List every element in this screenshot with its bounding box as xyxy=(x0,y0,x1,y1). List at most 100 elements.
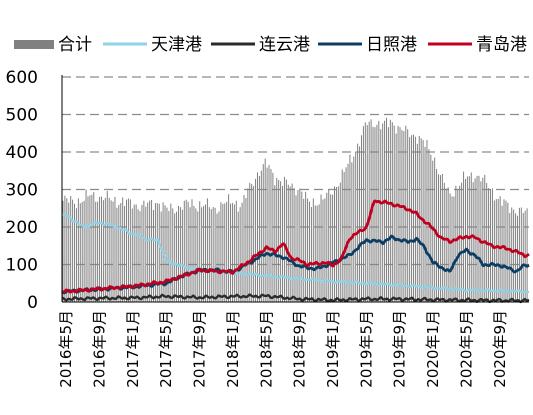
bar xyxy=(204,204,206,302)
bar xyxy=(360,135,362,302)
bar xyxy=(104,197,106,302)
bar xyxy=(516,215,518,302)
bar xyxy=(118,204,120,302)
bar xyxy=(395,133,397,302)
bar xyxy=(416,143,418,302)
bar xyxy=(522,212,524,302)
bar xyxy=(291,183,293,302)
y-tick-label: 500 xyxy=(6,106,38,126)
bar xyxy=(264,158,266,302)
bar xyxy=(235,200,237,302)
bar xyxy=(260,170,262,302)
bar xyxy=(364,122,366,302)
bar xyxy=(166,207,168,302)
bar xyxy=(451,196,453,302)
bar xyxy=(172,208,174,302)
series-line xyxy=(61,293,530,304)
bar xyxy=(168,211,170,302)
bar xyxy=(197,211,199,302)
bar xyxy=(380,129,382,302)
bar xyxy=(318,204,320,302)
bar xyxy=(154,203,156,302)
bar xyxy=(70,196,72,302)
bar xyxy=(108,197,110,302)
bar xyxy=(503,199,505,302)
bar xyxy=(201,207,203,302)
x-tick-labels: 2016年5月 2016年9月 2017年1月 2017年5月 2017年9月 2018年… xyxy=(57,310,509,388)
bar xyxy=(230,203,232,302)
bar xyxy=(206,198,208,302)
bar xyxy=(328,189,330,302)
bar xyxy=(299,188,301,302)
bar xyxy=(278,180,280,302)
bar xyxy=(314,205,316,302)
bar xyxy=(353,156,355,302)
bar xyxy=(83,200,85,302)
bar xyxy=(181,209,183,302)
bar xyxy=(191,199,193,302)
legend-label: 合计 xyxy=(58,35,92,55)
bar xyxy=(343,172,345,302)
bar xyxy=(426,139,428,302)
bar xyxy=(102,200,104,302)
bar xyxy=(320,194,322,302)
legend-item: 天津港 xyxy=(103,35,202,55)
bar xyxy=(484,174,486,302)
bar xyxy=(268,165,270,302)
bar xyxy=(283,176,285,302)
bar xyxy=(403,131,405,302)
bar xyxy=(414,136,416,302)
bar xyxy=(170,203,172,302)
bar xyxy=(255,178,257,302)
bar xyxy=(285,179,287,302)
bar xyxy=(203,206,205,302)
bar xyxy=(389,119,391,302)
bar xyxy=(345,167,347,302)
bar xyxy=(335,187,337,302)
bar xyxy=(91,194,93,302)
bar xyxy=(347,163,349,302)
lines xyxy=(61,199,530,304)
bar xyxy=(256,172,258,302)
bar xyxy=(409,137,411,302)
bar xyxy=(233,204,235,302)
x-tick-label: 2020年9月 xyxy=(491,310,509,388)
bar xyxy=(334,186,336,302)
bar xyxy=(386,117,388,302)
legend-item: 合计 xyxy=(14,35,92,55)
bar xyxy=(322,199,324,302)
legend-item: 青岛港 xyxy=(428,35,527,55)
bar xyxy=(357,143,359,302)
bar xyxy=(208,207,210,302)
bar xyxy=(341,169,343,302)
bar xyxy=(249,182,251,302)
bar xyxy=(139,211,141,302)
bar xyxy=(305,191,307,302)
bar xyxy=(262,164,264,302)
bar xyxy=(243,194,245,302)
bar xyxy=(176,211,178,302)
bar xyxy=(75,208,77,302)
y-tick-labels: 0 100 200 300 400 500 600 xyxy=(6,68,38,313)
bar xyxy=(112,201,114,302)
bar xyxy=(87,196,89,302)
bar xyxy=(81,202,83,302)
bar xyxy=(295,195,297,302)
bar xyxy=(199,201,201,302)
legend-swatch xyxy=(14,40,54,49)
bar xyxy=(362,126,364,302)
axes xyxy=(61,75,529,303)
y-tick-label: 200 xyxy=(6,218,38,238)
bar xyxy=(270,169,272,302)
bar xyxy=(482,177,484,302)
bar xyxy=(239,207,241,302)
bar xyxy=(66,198,68,302)
bar xyxy=(99,196,101,302)
x-tick-label: 2017年9月 xyxy=(191,310,209,388)
bar xyxy=(231,203,233,302)
legend-item: 连云港 xyxy=(211,35,310,55)
bar xyxy=(97,201,99,302)
bar xyxy=(301,191,303,302)
bar xyxy=(449,193,451,302)
